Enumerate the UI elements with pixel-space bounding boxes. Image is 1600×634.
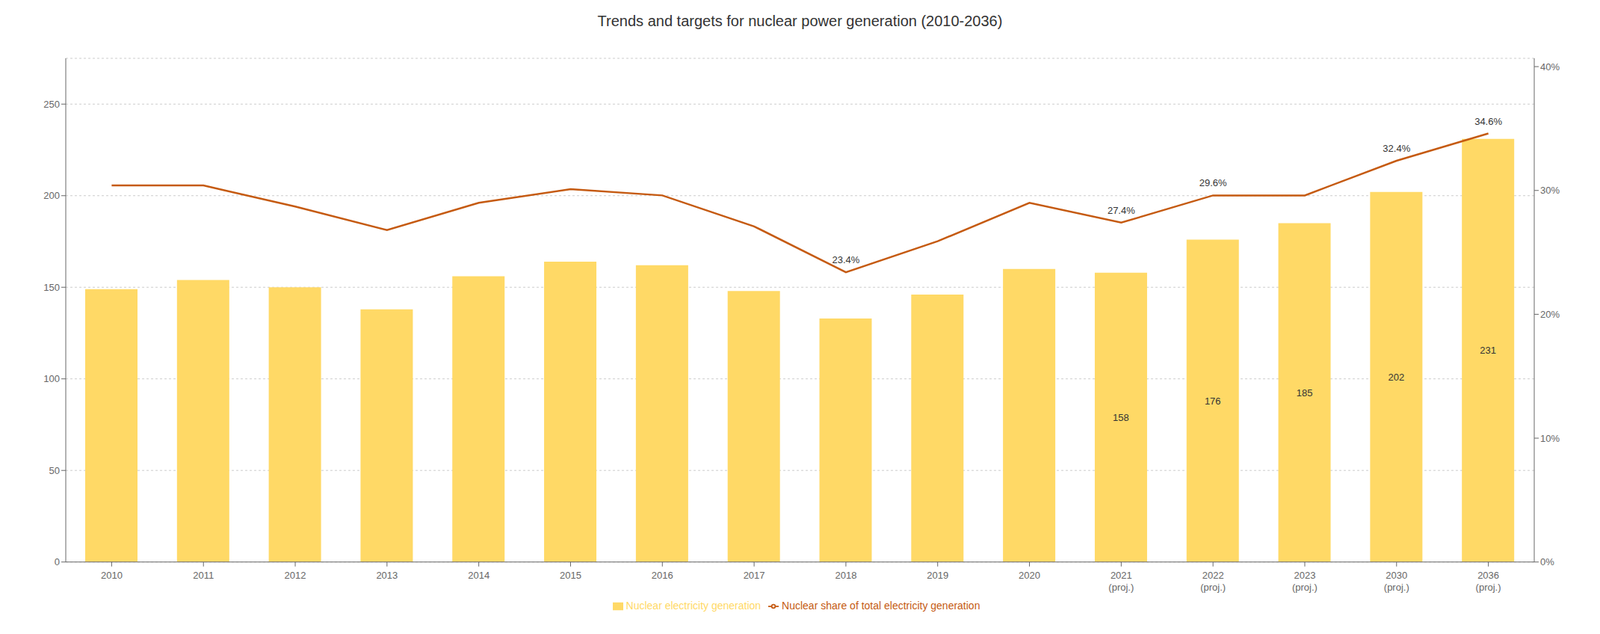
- svg-text:176: 176: [1204, 395, 1222, 407]
- svg-text:2023(proj.): 2023(proj.): [1292, 569, 1318, 593]
- svg-text:200: 200: [43, 189, 60, 202]
- svg-text:23.4%: 23.4%: [831, 254, 860, 266]
- html-text:Trends and targets for nuclear: Trends and targets for nuclear power gen…: [597, 12, 1003, 30]
- svg-text:2018: 2018: [834, 569, 857, 581]
- svg-text:0%: 0%: [1540, 556, 1555, 568]
- svg-text:100: 100: [43, 372, 60, 385]
- svg-text:158: 158: [1112, 411, 1130, 423]
- svg-text:250: 250: [43, 98, 60, 110]
- svg-text:2012: 2012: [284, 569, 307, 581]
- svg-text:32.4%: 32.4%: [1382, 142, 1411, 154]
- svg-text:2030(proj.): 2030(proj.): [1384, 569, 1410, 593]
- svg-text:2015: 2015: [559, 569, 582, 581]
- svg-text:2014: 2014: [467, 569, 490, 581]
- svg-text:2020: 2020: [1018, 569, 1041, 581]
- html-text:Nuclear share of total electri: Nuclear share of total electricity gener…: [781, 599, 981, 612]
- svg-text:30%: 30%: [1540, 184, 1560, 196]
- svg-text:2019: 2019: [926, 569, 949, 581]
- html-text:Nuclear electricity generation: Nuclear electricity generation: [625, 599, 761, 612]
- svg-text:185: 185: [1296, 387, 1314, 399]
- svg-text:2022(proj.): 2022(proj.): [1200, 569, 1226, 593]
- svg-text:34.6%: 34.6%: [1474, 115, 1503, 128]
- svg-text:2013: 2013: [375, 569, 398, 581]
- svg-text:40%: 40%: [1540, 61, 1560, 73]
- svg-text:29.6%: 29.6%: [1199, 177, 1228, 189]
- svg-text:2016: 2016: [651, 569, 674, 581]
- svg-text:10%: 10%: [1540, 432, 1560, 444]
- svg-text:2010: 2010: [100, 569, 123, 581]
- svg-text:20%: 20%: [1540, 308, 1560, 320]
- svg-text:0: 0: [54, 556, 60, 568]
- svg-text:150: 150: [43, 281, 60, 293]
- svg-text:2011: 2011: [192, 569, 214, 581]
- svg-text:50: 50: [49, 464, 60, 477]
- svg-text:2021(proj.): 2021(proj.): [1108, 569, 1134, 593]
- svg-text:2036(proj.): 2036(proj.): [1475, 569, 1502, 593]
- svg-text:2017: 2017: [743, 569, 766, 581]
- svg-text:202: 202: [1388, 371, 1405, 383]
- svg-text:231: 231: [1479, 344, 1497, 356]
- svg-text:27.4%: 27.4%: [1107, 204, 1136, 216]
